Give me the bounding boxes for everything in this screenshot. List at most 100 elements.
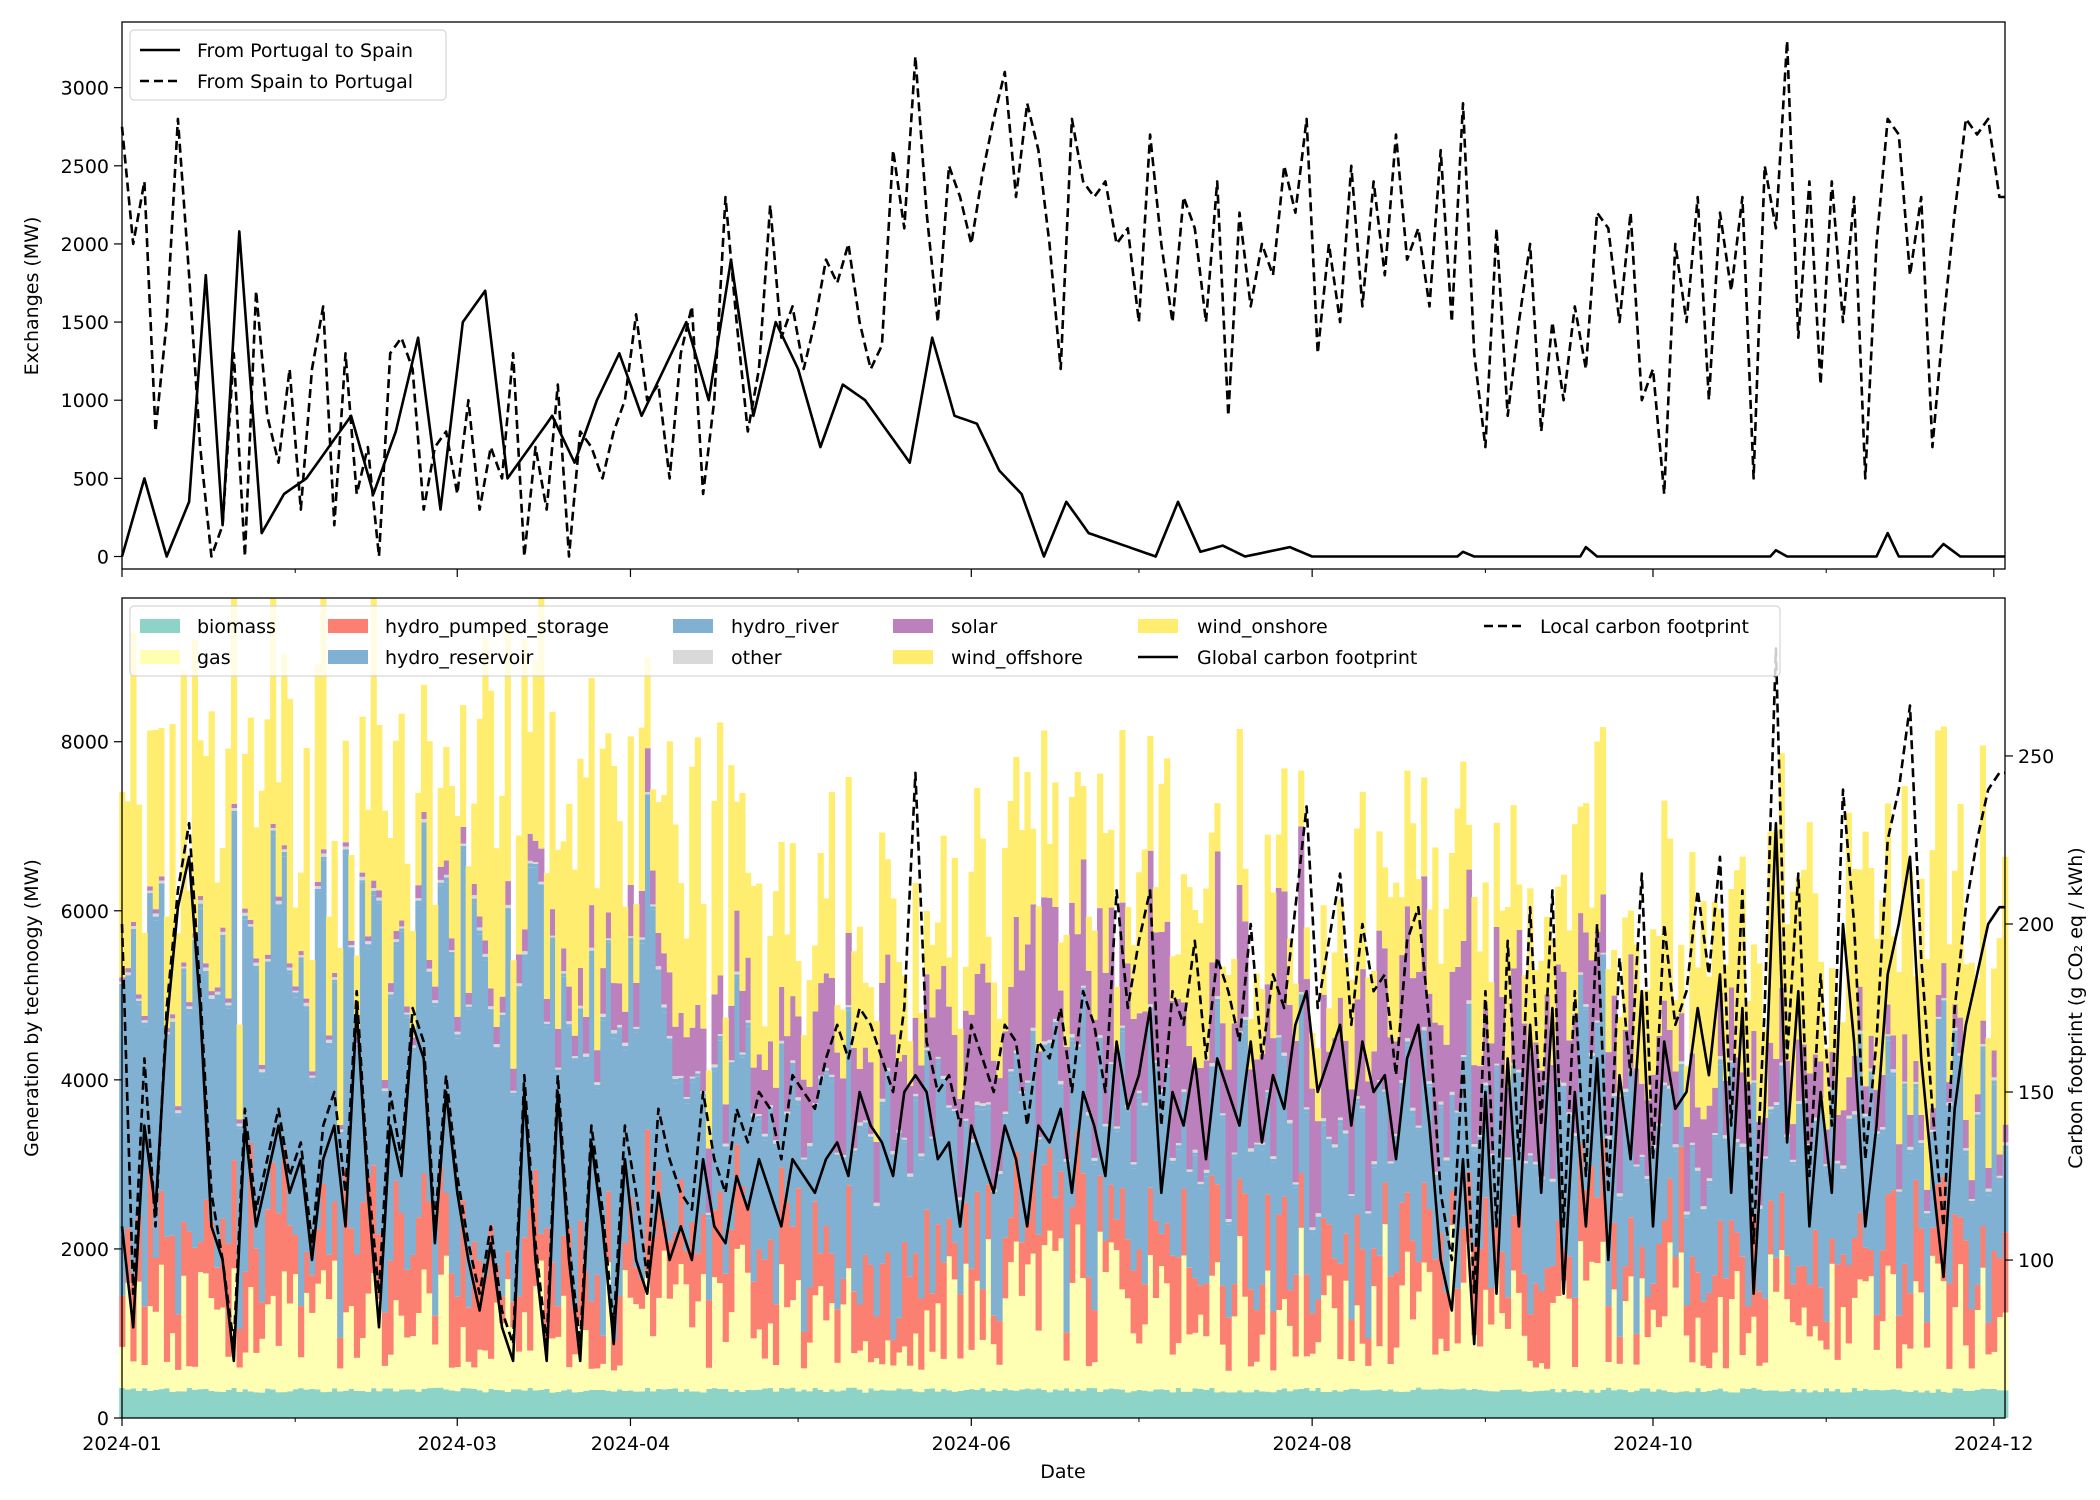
bar-segment-wind-offshore	[890, 1033, 897, 1035]
bar-segment-solar	[717, 975, 724, 1035]
bar-segment-other	[1862, 1113, 1869, 1117]
bar-segment-solar	[1437, 1025, 1445, 1102]
bar-segment-solar	[214, 987, 221, 992]
bar-segment-hydro-reservoir	[1331, 1151, 1338, 1259]
bar-segment-hydro-reservoir	[929, 1142, 936, 1294]
bar-segment-gas	[1119, 1289, 1126, 1390]
bar-segment-wind-offshore	[884, 953, 891, 955]
bar-segment-other	[521, 951, 528, 955]
bar-segment-biomass	[996, 1390, 1003, 1418]
bar-segment-hydro-river	[376, 900, 383, 904]
bar-segment-wind-offshore	[1996, 1152, 2003, 1155]
bar-segment-hydro-river	[1108, 1064, 1115, 1069]
bar-segment-wind-onshore	[510, 960, 517, 1068]
bar-segment-hydro-river	[923, 1049, 930, 1055]
bar-segment-biomass	[1527, 1391, 1534, 1418]
bar-segment-wind-onshore	[1868, 868, 1875, 1035]
bar-segment-solar	[828, 978, 835, 1075]
bar-segment-hydro-pumped-storage	[264, 1209, 271, 1305]
bar-segment-hydro-reservoir	[616, 1031, 623, 1297]
bar-segment-hydro-pumped-storage	[828, 1253, 835, 1304]
bar-segment-other	[1158, 1089, 1165, 1093]
bar-segment-gas	[1259, 1334, 1266, 1392]
bar-segment-biomass	[1197, 1389, 1204, 1418]
bar-segment-solar	[437, 866, 444, 880]
bar-segment-hydro-river	[761, 1136, 768, 1141]
bar-segment-gas	[1387, 1364, 1394, 1390]
bar-segment-wind-offshore	[471, 883, 478, 884]
bar-segment-hydro-reservoir	[946, 1110, 953, 1219]
bar-segment-other	[1365, 1211, 1372, 1214]
bar-segment-hydro-pumped-storage	[1907, 1293, 1914, 1349]
bar-segment-hydro-pumped-storage	[191, 1247, 199, 1367]
bar-segment-hydro-pumped-storage	[1136, 1249, 1143, 1344]
bar-segment-wind-onshore	[1778, 753, 1785, 987]
bar-segment-other	[1415, 1125, 1422, 1128]
bar-segment-other	[175, 1110, 182, 1114]
bar-segment-wind-offshore	[1175, 997, 1182, 999]
bar-segment-biomass	[353, 1390, 361, 1418]
bar-segment-hydro-pumped-storage	[292, 1234, 299, 1275]
bar-segment-biomass	[538, 1389, 545, 1418]
bar-segment-wind-onshore	[141, 932, 148, 1015]
bar-segment-biomass	[1432, 1389, 1439, 1418]
bar-segment-wind-onshore	[1622, 917, 1629, 1029]
bar-segment-other	[582, 1053, 590, 1057]
bar-segment-other	[1985, 1188, 1992, 1192]
bar-segment-wind-offshore	[873, 1140, 880, 1142]
bar-segment-biomass	[493, 1389, 500, 1418]
bar-segment-other	[1421, 1026, 1428, 1031]
bar-segment-other	[325, 1039, 333, 1043]
bar-segment-wind-offshore	[1655, 1034, 1662, 1036]
bar-segment-hydro-pumped-storage	[393, 1180, 400, 1301]
bar-segment-hydro-pumped-storage	[1767, 1200, 1774, 1255]
bar-segment-hydro-river	[1851, 1114, 1858, 1119]
bar-segment-hydro-river	[616, 1027, 623, 1032]
bar-segment-biomass	[879, 1389, 886, 1418]
bar-segment-biomass	[677, 1391, 685, 1418]
bar-segment-solar	[1247, 1069, 1255, 1149]
bar-segment-wind-offshore	[1370, 1049, 1377, 1052]
bar-segment-solar	[867, 1062, 875, 1135]
bar-segment-wind-offshore	[789, 994, 796, 997]
bar-segment-solar	[1694, 1107, 1702, 1168]
bar-segment-hydro-river	[644, 794, 651, 797]
bar-segment-gas	[627, 1297, 634, 1391]
bar-segment-wind-offshore	[1488, 1042, 1495, 1044]
stack-layer-hydro-reservoir	[119, 797, 2009, 1340]
bar-segment-biomass	[1331, 1390, 1338, 1418]
bar-segment-other	[1499, 1134, 1506, 1137]
bar-segment-hydro-pumped-storage	[912, 1253, 919, 1334]
bar-segment-other	[1996, 1175, 2003, 1178]
bar-segment-solar	[432, 986, 439, 1001]
bar-segment-other	[823, 1068, 830, 1071]
bar-segment-wind-onshore	[1437, 963, 1445, 1024]
bar-segment-other	[1141, 1102, 1148, 1106]
bar-segment-hydro-river	[594, 1084, 601, 1089]
bar-segment-solar	[806, 1086, 813, 1143]
bar-segment-wind-onshore	[348, 855, 355, 940]
bar-segment-gas	[800, 1368, 808, 1390]
bar-segment-gas	[186, 1366, 193, 1388]
bar-segment-solar	[1046, 897, 1053, 1040]
bar-segment-hydro-pumped-storage	[1443, 1292, 1450, 1351]
bar-segment-hydro-river	[745, 1022, 752, 1027]
bar-segment-gas	[331, 1260, 338, 1389]
bar-segment-other	[1337, 1117, 1344, 1120]
bar-segment-biomass	[1605, 1387, 1612, 1418]
bar-segment-hydro-pumped-storage	[398, 1212, 405, 1316]
bar-segment-biomass	[1080, 1390, 1087, 1418]
bar-segment-wind-onshore	[1331, 952, 1338, 1037]
bar-segment-biomass	[851, 1387, 858, 1418]
bar-segment-hydro-pumped-storage	[1130, 1270, 1137, 1334]
bar-segment-other	[784, 1111, 791, 1115]
bar-segment-hydro-pumped-storage	[1549, 1265, 1556, 1303]
bar-segment-solar	[482, 940, 489, 954]
bar-segment-hydro-reservoir	[1527, 1160, 1534, 1315]
bar-segment-solar	[622, 1011, 629, 1043]
bar-segment-biomass	[1678, 1391, 1685, 1418]
bar-segment-other	[1504, 1157, 1512, 1160]
bar-segment-gas	[135, 1281, 143, 1391]
bar-segment-biomass	[169, 1391, 176, 1418]
